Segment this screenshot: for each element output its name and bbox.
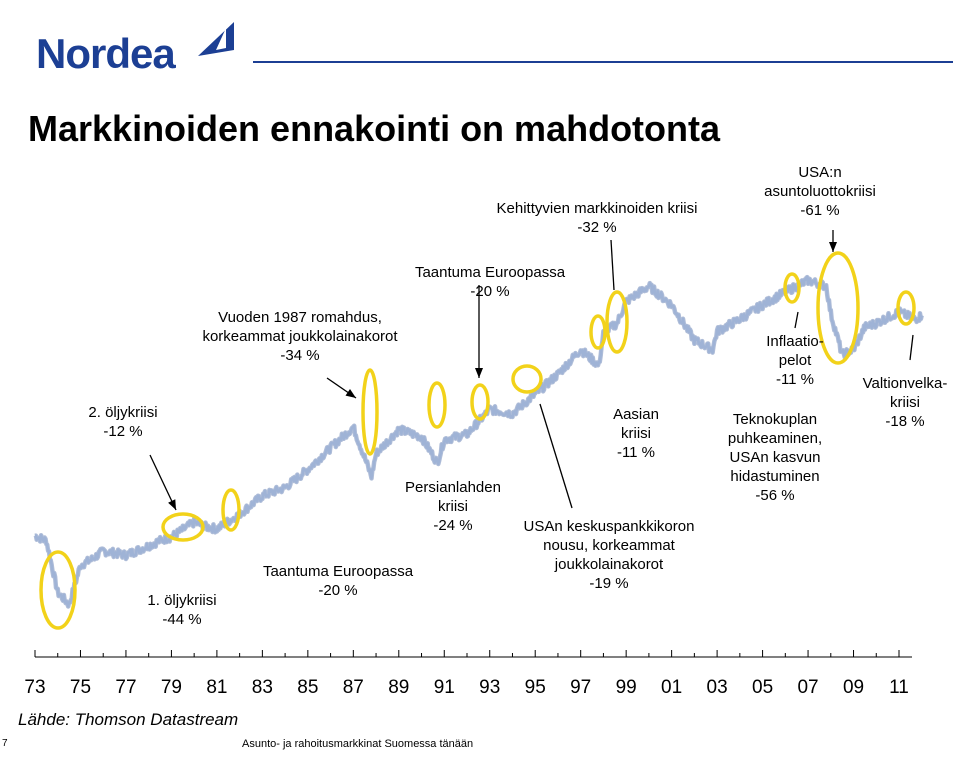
crisis-circle	[39, 550, 77, 630]
annotation-emerging: -32 %	[577, 219, 616, 236]
x-tick-label: 97	[570, 677, 591, 698]
crisis-circle	[427, 381, 447, 429]
annotation-eur_recession_b: -20 %	[318, 582, 357, 599]
annotation-arrow	[794, 311, 799, 329]
footer-text: Asunto- ja rahoitusmarkkinat Suomessa tä…	[242, 738, 474, 750]
annotation-gulf: -24 %	[433, 517, 472, 534]
crisis-circle	[783, 272, 801, 304]
x-tick-label: 11	[889, 677, 909, 698]
logo-sail-icon	[198, 22, 234, 56]
annotation-sovereign: Valtionvelka-	[863, 375, 948, 392]
crisis-circle	[816, 251, 860, 365]
x-tick-label: 85	[297, 677, 318, 698]
annotation-housing: asuntoluottokriisi	[764, 183, 876, 200]
x-tick-label: 91	[434, 677, 455, 698]
annotation-fed: USAn keskuspankkikoron	[524, 518, 695, 535]
annotation-fed: nousu, korkeammat	[543, 537, 676, 554]
annotation-oil1: -44 %	[162, 611, 201, 628]
annotation-fed: joukkolainakorot	[554, 556, 664, 573]
x-tick-label: 75	[70, 677, 91, 698]
annotation-arrow	[909, 334, 914, 361]
annotation-oil2: 2. öljykriisi	[88, 404, 157, 421]
x-tick-label: 01	[661, 677, 682, 698]
annotation-housing: USA:n	[798, 164, 841, 181]
source-note: Lähde: Thomson Datastream	[18, 710, 239, 729]
arrow-head	[829, 242, 837, 252]
x-tick-label: 03	[707, 677, 728, 698]
crisis-circle	[896, 290, 916, 326]
annotation-inflation: -11 %	[776, 371, 814, 388]
annotation-emerging: Kehittyvien markkinoiden kriisi	[497, 200, 698, 217]
page-title: Markkinoiden ennakointi on mahdotonta	[28, 108, 721, 149]
x-tick-label: 81	[206, 677, 227, 698]
annotation-gulf: kriisi	[438, 498, 468, 515]
annotation-tech: puhkeaminen,	[728, 430, 822, 447]
x-tick-label: 79	[161, 677, 182, 698]
crisis-circle	[221, 488, 241, 532]
annotation-tech: -56 %	[755, 487, 794, 504]
x-tick-label: 73	[24, 677, 45, 698]
annotation-eur_recession_b: Taantuma Euroopassa	[263, 563, 414, 580]
x-tick-label: 05	[752, 677, 773, 698]
x-tick-label: 77	[115, 677, 136, 698]
annotation-housing: -61 %	[800, 202, 839, 219]
logo-text: Nordea	[36, 30, 176, 77]
annotation-asia: kriisi	[621, 425, 651, 442]
annotation-inflation: Inflaatio-	[766, 333, 824, 350]
stock-index-chart: 73 75 77 79 81 83 85 87 89 91 93 95 97 99 01 03 05 07 09 11…	[24, 164, 948, 698]
crisis-circle	[605, 290, 629, 354]
x-tick-label: 07	[797, 677, 818, 698]
annotation-oil1: 1. öljykriisi	[147, 592, 216, 609]
annotation-asia: -11 %	[617, 444, 655, 461]
x-tick-label: 93	[479, 677, 500, 698]
x-tick-label: 83	[252, 677, 273, 698]
header-rule	[253, 61, 953, 63]
crisis-circle	[361, 368, 379, 456]
annotation-arrow	[149, 454, 177, 511]
annotation-fed: -19 %	[589, 575, 628, 592]
annotation-tech: hidastuminen	[730, 468, 819, 485]
x-tick-label: 99	[616, 677, 637, 698]
annotation-sovereign: -18 %	[885, 413, 924, 430]
annotation-crash87: Vuoden 1987 romahdus,	[218, 309, 382, 326]
crisis-circle	[470, 383, 490, 421]
crisis-circle	[511, 364, 543, 394]
annotation-eur_recession_a: Taantuma Euroopassa	[415, 264, 566, 281]
annotation-sovereign: kriisi	[890, 394, 920, 411]
x-tick-label: 09	[843, 677, 864, 698]
series-line	[34, 275, 923, 608]
x-tick-label: 89	[388, 677, 409, 698]
annotation-eur_recession_a: -20 %	[470, 283, 509, 300]
annotation-arrow	[539, 403, 573, 509]
page-number: 7	[2, 738, 8, 749]
annotation-tech: USAn kasvun	[730, 449, 821, 466]
annotation-inflation: pelot	[779, 352, 812, 369]
x-tick-label: 95	[525, 677, 546, 698]
annotation-asia: Aasian	[613, 406, 659, 423]
arrow-head	[168, 499, 176, 510]
annotation-tech: Teknokuplan	[733, 411, 817, 428]
arrow-head	[475, 368, 483, 378]
crisis-circle	[161, 512, 205, 542]
arrow-head	[345, 389, 356, 398]
annotation-arrow	[610, 239, 615, 291]
crisis-circle	[589, 314, 607, 350]
annotation-gulf: Persianlahden	[405, 479, 501, 496]
nordea-logo: Nordea	[36, 18, 246, 77]
x-tick-label: 87	[343, 677, 364, 698]
annotation-crash87: -34 %	[280, 347, 319, 364]
annotation-crash87: korkeammat joukkolainakorot	[202, 328, 398, 345]
annotation-oil2: -12 %	[103, 423, 142, 440]
